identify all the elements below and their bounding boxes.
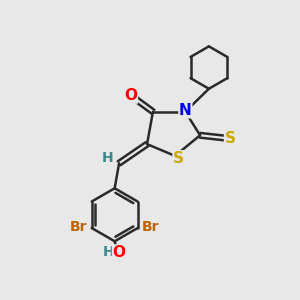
Text: Br: Br: [70, 220, 87, 234]
Text: S: S: [173, 151, 184, 166]
Text: Br: Br: [142, 220, 160, 234]
Text: O: O: [124, 88, 137, 103]
Text: O: O: [112, 245, 126, 260]
Text: S: S: [225, 131, 236, 146]
Text: N: N: [179, 103, 192, 118]
Text: H: H: [102, 151, 114, 165]
Text: H: H: [103, 245, 115, 260]
